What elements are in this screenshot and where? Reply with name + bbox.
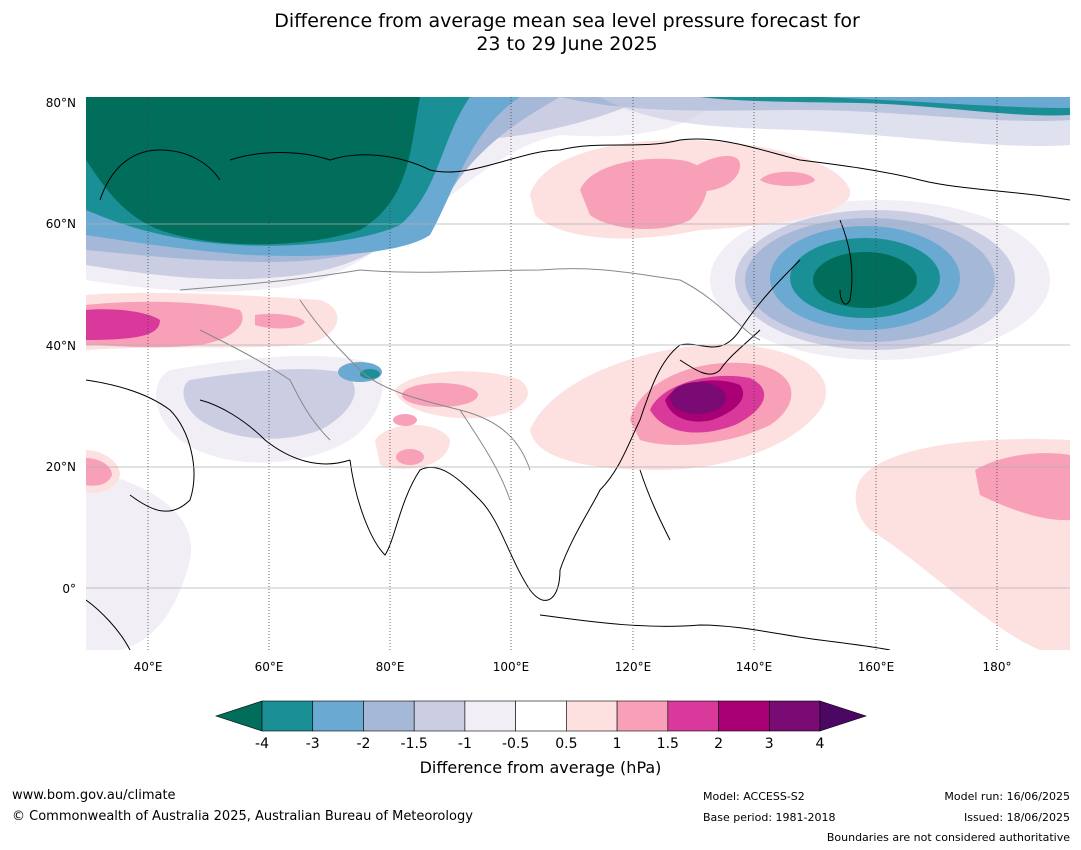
anomaly-field xyxy=(86,97,1070,650)
model-text: Model: ACCESS-S2 xyxy=(703,790,805,803)
cb-tick: 0.5 xyxy=(555,736,577,752)
positive-anomaly-siberia xyxy=(530,140,851,239)
lat-label-40n: 40°N xyxy=(46,339,76,353)
positive-anomaly-japan xyxy=(530,344,827,470)
positive-anomaly-tibet xyxy=(375,371,528,469)
cb-tick: -3 xyxy=(306,736,320,752)
colorbar-swatch xyxy=(515,700,567,732)
colorbar: -4 -3 -2 -1.5 -1 -0.5 0.5 1 1.5 2 3 4 xyxy=(215,700,867,752)
negative-anomaly-north xyxy=(86,97,1070,292)
colorbar-over-arrow xyxy=(819,700,867,732)
lon-label-60e: 60°E xyxy=(255,660,284,674)
colorbar-ticks: -4 -3 -2 -1.5 -1 -0.5 0.5 1 1.5 2 3 4 xyxy=(255,736,825,752)
issued-text: Issued: 18/06/2025 xyxy=(963,811,1070,824)
copyright-text: © Commonwealth of Australia 2025, Austra… xyxy=(12,809,473,824)
colorbar-swatch xyxy=(768,700,821,732)
lon-label-180: 180° xyxy=(983,660,1012,674)
colorbar-swatch xyxy=(363,700,415,732)
colorbar-swatch xyxy=(718,700,770,732)
cb-tick: -0.5 xyxy=(502,736,529,752)
lat-label-60n: 60°N xyxy=(46,217,76,231)
latitude-labels: 80°N 60°N 40°N 20°N 0° xyxy=(46,96,76,596)
colorbar-swatch xyxy=(312,700,364,732)
lon-label-160e: 160°E xyxy=(858,660,895,674)
colorbar-under-arrow xyxy=(215,700,263,732)
lon-label-80e: 80°E xyxy=(376,660,405,674)
pressure-anomaly-map: 80°N 60°N 40°N 20°N 0° 40°E 60°E 80°E 10… xyxy=(46,96,1070,674)
model-run-text: Model run: 16/06/2025 xyxy=(944,790,1070,803)
base-period-text: Base period: 1981-2018 xyxy=(703,811,836,824)
coastlines xyxy=(86,138,1070,650)
colorbar-swatch xyxy=(667,700,719,732)
cb-tick: 2 xyxy=(714,736,723,752)
lon-label-40e: 40°E xyxy=(134,660,163,674)
longitude-labels: 40°E 60°E 80°E 100°E 120°E 140°E 160°E 1… xyxy=(134,660,1012,674)
cb-tick: -2 xyxy=(356,736,370,752)
negative-anomaly-okhotsk xyxy=(710,200,1050,360)
colorbar-swatch xyxy=(566,700,618,732)
positive-anomaly-caspian xyxy=(86,292,338,493)
lon-label-140e: 140°E xyxy=(736,660,773,674)
positive-anomaly-pacific xyxy=(855,439,1070,650)
cb-tick: 4 xyxy=(816,736,825,752)
lat-label-80n: 80°N xyxy=(46,96,76,110)
lat-label-20n: 20°N xyxy=(46,460,76,474)
colorbar-swatch xyxy=(261,700,314,732)
lon-label-100e: 100°E xyxy=(493,660,530,674)
title-line-1: Difference from average mean sea level p… xyxy=(274,10,860,32)
colorbar-swatch xyxy=(413,700,466,732)
boundaries xyxy=(179,268,761,501)
colorbar-label: Difference from average (hPa) xyxy=(419,758,662,777)
title-line-2: 23 to 29 June 2025 xyxy=(476,33,658,55)
website-link[interactable]: www.bom.gov.au/climate xyxy=(12,788,176,803)
lat-label-0: 0° xyxy=(62,582,76,596)
negative-anomaly-india xyxy=(86,355,383,650)
lon-label-120e: 120°E xyxy=(615,660,652,674)
cb-tick: -1.5 xyxy=(401,736,428,752)
cb-tick: 1.5 xyxy=(657,736,679,752)
colorbar-swatch xyxy=(464,700,516,732)
cb-tick: -1 xyxy=(458,736,472,752)
colorbar-swatch xyxy=(616,700,669,732)
graticule xyxy=(86,97,1070,650)
cb-tick: 3 xyxy=(765,736,774,752)
cb-tick: -4 xyxy=(255,736,269,752)
disclaimer-text: Boundaries are not considered authoritat… xyxy=(826,831,1070,844)
cb-tick: 1 xyxy=(613,736,622,752)
map-title: Difference from average mean sea level p… xyxy=(0,10,1081,56)
colorbar-swatches xyxy=(215,700,867,732)
